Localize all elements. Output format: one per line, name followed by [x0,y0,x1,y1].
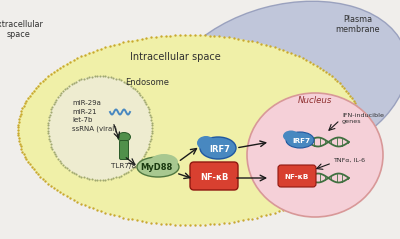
Text: Extracellular
space: Extracellular space [0,20,44,39]
FancyBboxPatch shape [278,165,316,187]
FancyBboxPatch shape [120,141,128,159]
Text: Plasma
membrane: Plasma membrane [336,15,380,34]
Ellipse shape [247,93,383,217]
Text: MyD88: MyD88 [140,163,172,173]
FancyBboxPatch shape [190,162,238,190]
Ellipse shape [150,154,178,170]
Text: TNFα, IL-6: TNFα, IL-6 [333,158,365,163]
Text: Nucleus: Nucleus [298,96,332,105]
Ellipse shape [118,132,130,141]
Text: Intracellular space: Intracellular space [130,52,220,62]
Text: IRF7: IRF7 [292,138,310,144]
Text: miR-29a
miR-21
let-7b
ssRNA (viral): miR-29a miR-21 let-7b ssRNA (viral) [72,100,117,132]
Ellipse shape [48,76,152,180]
Text: IFN-inducible
genes: IFN-inducible genes [342,113,384,124]
Ellipse shape [286,132,314,148]
Text: Endosome: Endosome [125,78,169,87]
Ellipse shape [197,136,215,150]
Text: NF-κB: NF-κB [285,174,309,180]
Ellipse shape [162,1,400,169]
Ellipse shape [200,137,236,159]
Text: IRF7: IRF7 [210,145,230,153]
Ellipse shape [283,130,299,141]
Text: NF-κB: NF-κB [200,173,228,181]
Ellipse shape [18,35,362,225]
Text: TLR7/8: TLR7/8 [112,163,136,169]
Ellipse shape [137,157,179,177]
